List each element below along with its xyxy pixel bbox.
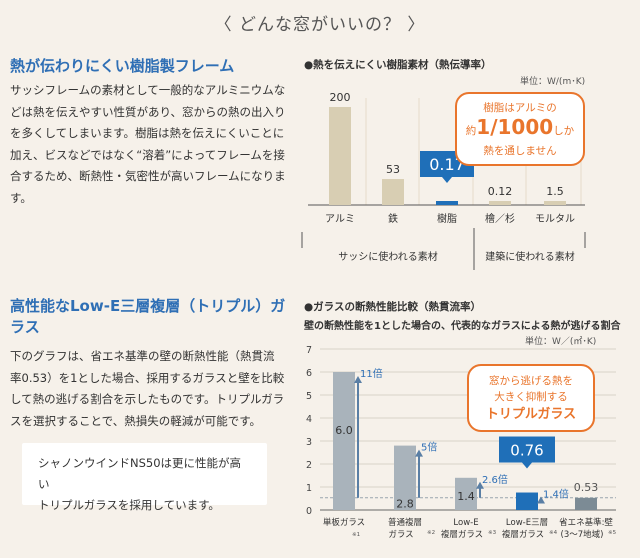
chart1-title: ●熱を伝えにくい樹脂素材（熱伝導率）: [304, 59, 492, 71]
page-title: 〈 どんな窓がいいの？ 〉: [214, 15, 426, 35]
y-tick-label: 4: [306, 414, 312, 425]
group-label: サッシに使われる素材: [338, 250, 438, 263]
value-label: 2.8: [396, 498, 414, 511]
bar-4: [544, 201, 566, 205]
section1-body: サッシフレームの素材として一般的なアルミニウムな どは熱を伝えやすい性質があり、…: [10, 80, 295, 209]
value-box-pointer: [442, 177, 452, 183]
value-label: 0.17: [429, 155, 465, 174]
bubble-emphasis: 約1/1000しか: [457, 115, 583, 143]
bar-1: [394, 445, 416, 510]
ratio-label: 5倍: [421, 441, 437, 454]
value-label: 200: [330, 91, 351, 104]
bar-0: [329, 107, 351, 205]
section1-line: どは熱を伝えやすい性質があり、窓からの熱の出入り: [10, 104, 286, 119]
footnote-mark: ※1: [352, 532, 360, 538]
section2-title-line: 高性能なLow-E三層複層（トリプル）ガ: [10, 297, 286, 315]
chart1-bubble: 樹脂はアルミの 約1/1000しか 熱を通しません: [455, 92, 585, 166]
value-label: 1.4: [457, 490, 475, 503]
y-tick-label: 5: [306, 391, 312, 402]
y-tick-label: 6: [306, 368, 312, 379]
y-tick-label: 1: [306, 483, 312, 494]
bubble-line: 大きく抑制する: [494, 391, 568, 403]
category-label: 省エネ基準:壁: [559, 517, 613, 528]
value-box-pointer: [522, 462, 532, 469]
value-label: 6.0: [335, 424, 353, 437]
bar-3: [489, 201, 511, 205]
category-label: (3〜7地域): [561, 529, 604, 540]
category-label: 複層ガラス: [441, 529, 483, 540]
bubble-post: しか: [553, 125, 575, 137]
section2-line: 下のグラフは、省エネ基準の壁の断熱性能（熱貫流: [10, 349, 275, 363]
section1-line: サッシフレームの素材として一般的なアルミニウムな: [10, 83, 286, 97]
category-label: Low-E三層: [506, 518, 548, 528]
category-label: ガラス: [388, 529, 413, 540]
bubble-emphasis: トリプルガラス: [485, 407, 577, 422]
bar-2: [455, 477, 477, 510]
section1-line: 合するため、断熱性・気密性が高いフレームになりま: [10, 169, 286, 183]
ratio-arrowhead: [476, 481, 484, 489]
section1-line: を多くしてしまいます。樹脂は熱を伝えにくいことに: [10, 126, 285, 140]
bar-3: [516, 492, 538, 510]
ns50-callout: シャノンウインドNS50は更に性能が高い トリプルガラスを採用しています。: [22, 443, 267, 512]
footnote-mark: ※2: [427, 530, 435, 536]
section2-body: 下のグラフは、省エネ基準の壁の断熱性能（熱貫流 率0.53）を1とした場合、採用…: [10, 346, 295, 432]
chart2-title: ●ガラスの断熱性能比較（熱貫流率）: [304, 301, 481, 313]
group-label: 建築に使われる素材: [485, 250, 575, 263]
footnote-mark: ※3: [488, 530, 497, 536]
section2-title: 高性能なLow-E三層複層（トリプル）ガ ラス: [10, 296, 285, 338]
chart2-unit: 単位：W／(㎡･K): [525, 337, 597, 347]
category-label: アルミ: [325, 214, 355, 225]
y-tick-label: 0: [306, 506, 312, 517]
section1-line: 加え、ビスなどではなく“溶着”によってフレームを接: [10, 147, 285, 162]
section1-line: す。: [10, 190, 32, 205]
section2-line: して熱の逃げる割合を示したものです。トリプルガラ: [10, 392, 285, 406]
ratio-arrowhead: [537, 496, 545, 504]
value-label: 0.12: [488, 185, 513, 198]
chart2-subtitle: 壁の断熱性能を1とした場合の、代表的なガラスによる熱が逃げる割合: [304, 321, 621, 332]
category-label: Low-E: [453, 518, 478, 528]
bubble-big: 1/1000: [476, 115, 554, 139]
bubble-line: 窓から逃げる熱を: [489, 375, 573, 387]
value-box: [499, 436, 555, 463]
category-label: モルタル: [535, 213, 575, 225]
section2-title-line: ラス: [10, 318, 40, 336]
ratio-label: 11倍: [360, 367, 383, 380]
y-tick-label: 3: [306, 437, 312, 448]
section2-line: 率0.53）を1とした場合、採用するガラスと壁を比較: [10, 370, 285, 385]
y-tick-label: 7: [306, 345, 312, 356]
category-label: 普通複層: [388, 517, 422, 528]
ratio-arrowhead: [415, 449, 423, 457]
bubble-pre: 約: [465, 125, 477, 137]
section1-title: 熱が伝わりにくい樹脂製フレーム: [10, 57, 235, 75]
category-label: 鉄: [388, 212, 398, 225]
value-label: 53: [386, 163, 400, 176]
category-label: 複層ガラス: [502, 529, 544, 540]
y-tick-label: 2: [306, 460, 312, 471]
callout-line: シャノンウインドNS50は更に性能が高い: [38, 456, 242, 491]
bubble-line: 樹脂はアルミの: [483, 102, 557, 114]
ratio-label: 1.4倍: [543, 488, 569, 501]
bar-1: [382, 179, 404, 205]
callout-line: トリプルガラスを採用しています。: [38, 498, 220, 512]
chart1-unit: 単位：W/(m･K): [520, 77, 586, 87]
ratio-arrowhead: [354, 376, 362, 383]
footnote-mark: ※5: [608, 530, 617, 536]
category-label: 樹脂: [437, 212, 457, 225]
bar-2: [436, 201, 458, 205]
bubble-line: 熱を通しません: [483, 145, 557, 157]
footnote-mark: ※4: [549, 530, 558, 536]
section2-line: スを選択することで、熱損失の軽減が可能です。: [10, 413, 262, 428]
ratio-label: 2.6倍: [482, 473, 508, 486]
chart2-bubble: 窓から逃げる熱を 大きく抑制する トリプルガラス: [467, 364, 595, 432]
bar-4: [575, 497, 597, 510]
category-label: 檜／杉: [485, 212, 515, 225]
bar-0: [333, 372, 355, 510]
value-label: 0.53: [574, 481, 599, 494]
category-label: 単板ガラス: [323, 517, 365, 528]
value-label: 1.5: [546, 185, 564, 198]
value-label: 0.76: [510, 442, 543, 460]
